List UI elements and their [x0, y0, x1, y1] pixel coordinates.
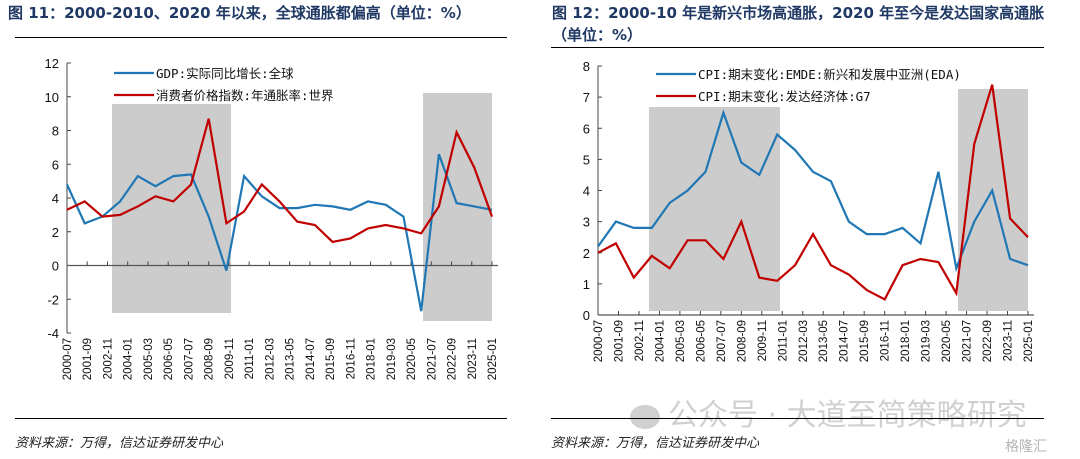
y-tick-label: 12 [45, 56, 59, 71]
x-tick-label: 2004-01 [123, 338, 135, 380]
x-tick-label: 2021-07 [962, 320, 974, 362]
source-rule-2 [551, 418, 1044, 419]
x-tick-label: 2000-07 [593, 320, 605, 362]
x-tick-label: 2015-09 [325, 338, 337, 380]
figure-2-source: 资料来源：万得，信达证券研发中心 [551, 436, 760, 451]
shaded-period-1 [112, 104, 231, 313]
source-rule-1 [15, 418, 507, 419]
x-tick-label: 2011-01 [777, 320, 789, 361]
x-tick-label: 2025-01 [1023, 320, 1035, 362]
x-tick-label: 2001-09 [613, 320, 625, 362]
x-tick-label: 2000-07 [62, 338, 74, 380]
x-tick-label: 2002-11 [102, 338, 114, 379]
y-tick-label: -2 [47, 292, 59, 307]
x-tick-label: 2019-03 [386, 338, 398, 380]
x-tick-label: 2002-11 [634, 320, 646, 361]
x-tick-label: 2014-07 [839, 320, 851, 362]
x-tick-label: 2007-07 [716, 320, 728, 362]
shaded-period-2 [958, 89, 1028, 311]
x-tick-label: 2012-03 [264, 338, 276, 380]
x-tick-label: 2004-01 [654, 320, 666, 362]
x-tick-label: 2022-09 [447, 338, 459, 380]
x-tick-label: 2008-09 [204, 338, 216, 380]
x-tick-label: 2005-03 [143, 338, 155, 380]
shaded-period-1 [649, 107, 780, 311]
legend-label-1: GDP:实际同比增长:全球 [156, 66, 294, 81]
figure-1-title: 图 11：2000-2010、2020 年以来，全球通胀都偏高（单位：%） [8, 4, 471, 22]
wechat-icon [630, 404, 660, 429]
x-tick-label: 2012-03 [798, 320, 810, 362]
x-tick-label: 2020-05 [406, 338, 418, 380]
x-tick-label: 2013-05 [818, 320, 830, 362]
x-tick-label: 2015-09 [859, 320, 871, 362]
x-tick-label: 2021-07 [426, 338, 438, 380]
x-tick-label: 2014-07 [305, 338, 317, 380]
x-tick-label: 2022-09 [982, 320, 994, 362]
x-tick-label: 2020-05 [941, 320, 953, 362]
y-tick-label: 2 [52, 225, 59, 240]
x-tick-label: 2013-05 [285, 338, 297, 380]
x-tick-label: 2018-01 [900, 320, 912, 362]
x-tick-label: 2007-07 [183, 338, 195, 380]
title-rule-1 [15, 37, 507, 38]
x-tick-label: 2008-09 [736, 320, 748, 362]
legend-label-2: CPI:期末变化:发达经济体:G7 [698, 89, 871, 104]
x-tick-label: 2018-01 [366, 338, 378, 380]
watermark-text: 公众号 · 大道至简策略研究 [668, 398, 1027, 433]
y-tick-label: 3 [583, 215, 590, 230]
watermark: 公众号 · 大道至简策略研究 [630, 390, 1027, 434]
y-tick-label: 4 [52, 191, 59, 206]
y-tick-label: 7 [583, 90, 590, 105]
figure-1-source: 资料来源：万得，信达证券研发中心 [15, 436, 224, 451]
y-tick-label: 8 [583, 59, 590, 74]
y-tick-label: 5 [583, 152, 590, 167]
x-tick-label: 2023-11 [1003, 320, 1015, 361]
x-tick-label: 2016-11 [345, 338, 357, 379]
figure-2-title: 图 12：2000-10 年是新兴市场高通胀，2020 年至今是发达国家高通胀（… [552, 4, 1045, 44]
x-tick-label: 2009-11 [757, 320, 769, 361]
y-tick-label: 10 [45, 90, 59, 105]
y-tick-label: 1 [583, 277, 590, 292]
legend-label-1: CPI:期末变化:EMDE:新兴和发展中亚洲(EDA) [698, 67, 961, 82]
x-tick-label: 2006-05 [163, 338, 175, 380]
x-tick-label: 2023-11 [467, 338, 479, 379]
y-tick-label: 2 [583, 246, 590, 261]
y-tick-label: 6 [52, 157, 59, 172]
y-tick-label: 0 [52, 259, 59, 274]
x-tick-label: 2025-01 [487, 338, 499, 380]
x-tick-label: 2001-09 [82, 338, 94, 380]
y-tick-label: 4 [583, 184, 590, 199]
y-tick-label: 6 [583, 121, 590, 136]
y-tick-label: -4 [47, 326, 59, 341]
x-tick-label: 2005-03 [675, 320, 687, 362]
gelonghui-logo: 格隆汇 [1005, 439, 1047, 455]
y-tick-label: 8 [52, 124, 59, 139]
x-tick-label: 2006-05 [695, 320, 707, 362]
x-tick-label: 2009-11 [224, 338, 236, 379]
x-tick-label: 2019-03 [921, 320, 933, 362]
legend-label-2: 消费者价格指数:年通胀率:世界 [156, 88, 334, 103]
title-rule-2 [551, 47, 1044, 48]
y-tick-label: 0 [583, 308, 590, 323]
x-tick-label: 2011-01 [244, 338, 256, 379]
x-tick-label: 2016-11 [880, 320, 892, 361]
